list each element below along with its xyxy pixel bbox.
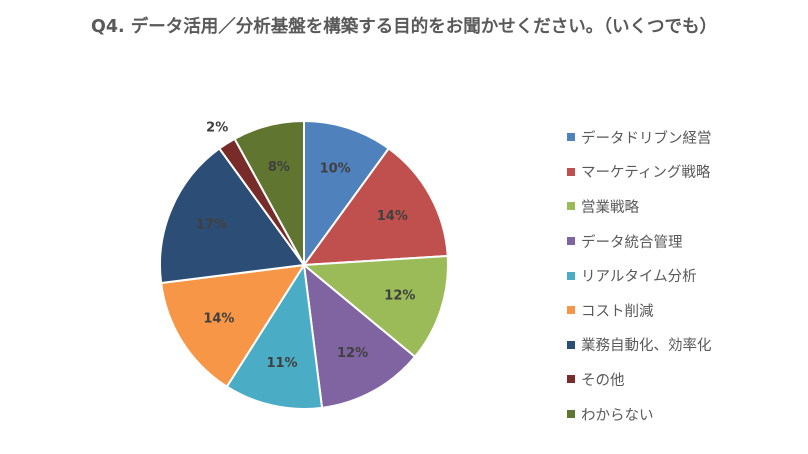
legend-swatch [567,202,575,211]
legend-swatch [567,340,575,349]
legend-label: リアルタイム分析 [581,269,697,286]
legend-label: コスト削減 [581,303,654,320]
slice-data-label: 2% [206,121,228,136]
pie-slice [233,119,305,266]
chart-title: Q4. データ活用／分析基盤を構築する目的をお聞かせください。（いくつでも） [90,17,718,37]
legend-item: データドリブン経営 [567,120,712,155]
legend-label: 営業戦略 [581,199,639,216]
legend-item: コスト削減 [567,293,712,328]
legend-swatch [567,237,575,246]
legend-swatch [567,133,575,142]
chart-legend: データドリブン経営 マーケティング戦略 営業戦略データ統合管理 リアルタイム分析 コスト… [567,120,712,431]
legend-label: データドリブン経営 [581,130,712,147]
legend-swatch [567,375,575,384]
slice-data-label: 17% [196,217,227,232]
pie-slice [160,263,306,388]
legend-label: データ統合管理 [581,234,683,251]
pie-slice [301,147,449,267]
legend-swatch [567,306,575,315]
legend-swatch [567,410,575,419]
legend-item: データ統合管理 [567,224,712,259]
legend-swatch [567,271,575,280]
slice-data-label: 14% [377,209,408,224]
legend-item: マーケティング戦略 [567,155,712,190]
slice-data-label: 12% [337,346,368,361]
pie-slice [302,262,417,409]
legend-label: わからない [581,407,654,424]
pie-slice [301,254,449,359]
slice-data-label: 11% [266,356,297,371]
slice-data-label: 12% [384,289,415,304]
legend-label: その他 [581,372,625,389]
legend-label: 業務自動化、効率化 [581,338,712,355]
slice-data-label: 10% [320,162,351,177]
pie-slice [159,147,306,285]
legend-label: マーケティング戦略 [581,165,711,182]
legend-item: 営業戦略 [567,189,712,224]
slice-data-label: 14% [203,312,234,327]
legend-item: その他 [567,362,712,397]
legend-item: リアルタイム分析 [567,258,712,293]
pie-slice [303,119,391,269]
pie-slice [225,262,324,410]
legend-item: 業務自動化、効率化 [567,328,712,363]
slice-data-label: 8% [268,160,290,175]
legend-item: わからない [567,397,712,432]
legend-swatch [567,167,575,176]
